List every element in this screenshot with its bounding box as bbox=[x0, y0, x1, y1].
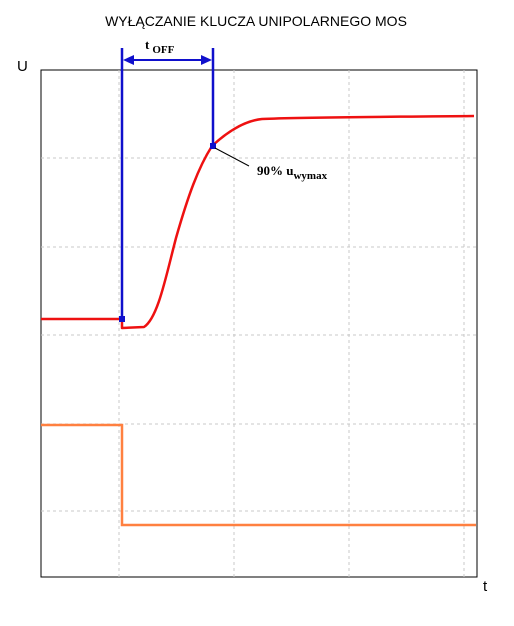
diagram-title: WYŁĄCZANIE KLUCZA UNIPOLARNEGO MOS bbox=[105, 13, 407, 29]
t-off-interval bbox=[119, 48, 216, 322]
control-signal-curve bbox=[41, 423, 476, 527]
t-off-label: t OFF bbox=[145, 37, 175, 56]
t-off-left-arrowhead bbox=[123, 55, 134, 65]
annotation-prefix: 90% u bbox=[257, 163, 293, 178]
output-voltage-curve bbox=[41, 114, 475, 330]
annotation-label: 90% uwymax bbox=[257, 163, 328, 182]
t-off-right-arrowhead bbox=[201, 55, 212, 65]
plot-frame bbox=[40, 69, 478, 578]
annotation-subscript: wymax bbox=[293, 170, 327, 182]
y-axis-label: U bbox=[17, 58, 28, 75]
t-off-symbol: t bbox=[145, 37, 150, 52]
grid bbox=[41, 70, 477, 577]
x-axis-label: t bbox=[483, 578, 488, 595]
t-off-start-point bbox=[119, 316, 125, 322]
t-off-subscript: OFF bbox=[152, 44, 174, 56]
t-off-end-point bbox=[210, 143, 216, 149]
annotation-leader-line bbox=[214, 147, 250, 167]
